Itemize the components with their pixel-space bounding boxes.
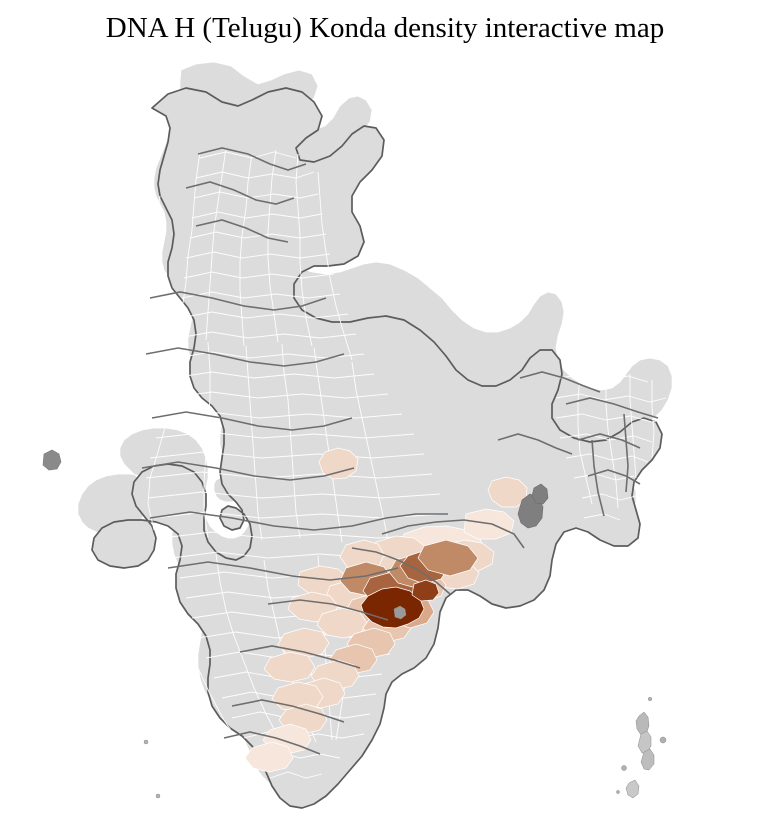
vizag-port-patch xyxy=(393,605,407,620)
region-vizag-satellite[interactable] xyxy=(411,579,440,602)
region-srikakulam[interactable] xyxy=(417,539,479,577)
island-lakshadweep-b xyxy=(155,793,161,799)
shaded-districts-hot[interactable] xyxy=(339,539,479,629)
india-choropleth-svg[interactable] xyxy=(0,48,770,814)
region-anantapur[interactable] xyxy=(263,651,316,683)
island-lakshadweep-a xyxy=(143,739,149,745)
page-title: DNA H (Telugu) Konda density interactive… xyxy=(105,12,665,44)
coastal-dark-patches xyxy=(42,449,549,620)
sundarbans-patch-2 xyxy=(531,483,549,505)
india-outline-group xyxy=(91,87,663,809)
region-coimbatore[interactable] xyxy=(244,741,294,773)
island-south-andaman xyxy=(640,748,655,771)
andaman-nicobar-islands xyxy=(143,696,667,799)
map-canvas[interactable] xyxy=(0,48,770,814)
region-visakhapatnam[interactable] xyxy=(360,586,425,629)
region-jabalpur[interactable] xyxy=(318,447,359,480)
state-boundaries xyxy=(141,147,659,755)
india-outline-shape xyxy=(91,87,663,809)
island-dot-b xyxy=(621,765,627,771)
island-dot-e xyxy=(647,696,653,702)
island-little-andaman xyxy=(625,779,640,799)
kutch-dark-patch xyxy=(42,449,62,471)
island-dot-f xyxy=(616,790,620,794)
island-dot-a xyxy=(659,736,667,744)
